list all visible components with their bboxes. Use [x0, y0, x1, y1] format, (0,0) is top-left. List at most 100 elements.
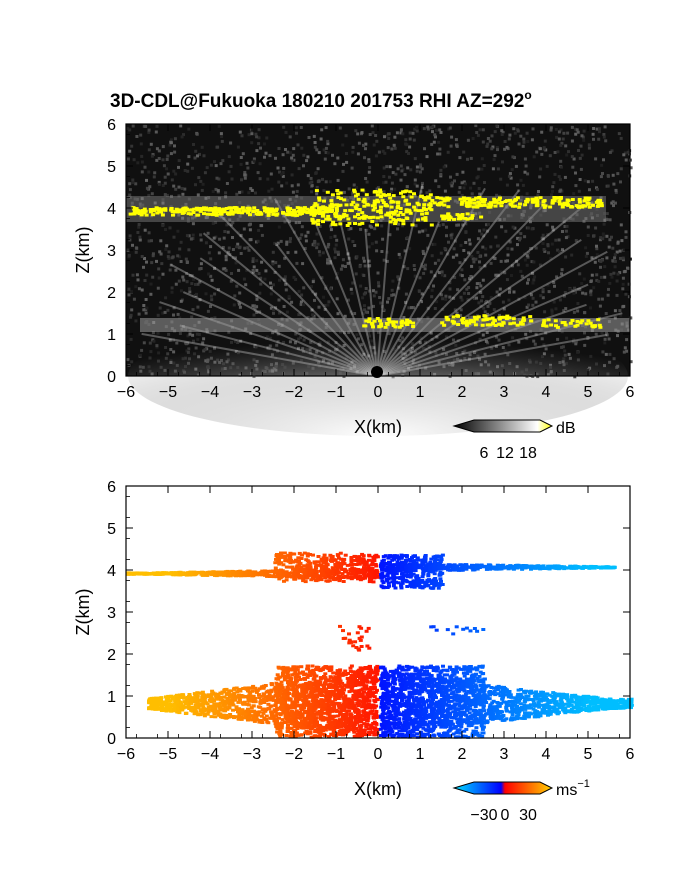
noise-pixel: [476, 133, 480, 137]
velocity-pixel: [318, 575, 323, 579]
velocity-pixel: [306, 574, 311, 578]
noise-pixel: [475, 296, 478, 300]
noise-pixel: [530, 217, 534, 221]
noise-pixel: [498, 287, 502, 291]
noise-pixel: [306, 230, 310, 234]
noise-pixel: [191, 216, 194, 220]
noise-pixel: [252, 313, 256, 317]
high-reflectivity-pixel: [321, 220, 325, 224]
high-reflectivity-pixel: [577, 200, 582, 204]
noise-pixel: [530, 227, 534, 231]
noise-pixel: [478, 255, 482, 258]
noise-pixel: [158, 250, 162, 254]
noise-pixel: [350, 205, 354, 209]
noise-pixel: [242, 277, 246, 281]
noise-pixel: [526, 281, 529, 285]
noise-pixel: [578, 287, 582, 291]
noise-pixel: [513, 226, 517, 230]
high-reflectivity-pixel: [268, 210, 273, 213]
noise-pixel: [257, 142, 261, 146]
noise-pixel: [459, 273, 462, 277]
velocity-pixel: [299, 568, 304, 572]
noise-pixel: [255, 259, 259, 263]
noise-pixel: [245, 268, 249, 272]
beam-ray: [335, 203, 378, 377]
noise-pixel: [214, 164, 218, 168]
noise-pixel: [271, 250, 275, 254]
noise-pixel: [207, 196, 211, 200]
noise-pixel: [576, 288, 580, 291]
high-reflectivity-pixel: [517, 205, 522, 209]
noise-pixel: [135, 197, 139, 201]
noise-pixel: [619, 136, 623, 140]
noise-pixel: [190, 166, 194, 170]
noise-pixel: [313, 243, 317, 247]
noise-pixel: [516, 236, 520, 240]
velocity-pixel: [414, 575, 419, 579]
noise-pixel: [410, 306, 413, 310]
velocity-pixel: [305, 552, 310, 556]
high-reflectivity-pixel: [345, 224, 350, 227]
high-reflectivity-pixel: [204, 208, 209, 212]
noise-pixel: [191, 222, 195, 226]
noise-pixel: [147, 193, 151, 197]
noise-pixel: [469, 275, 473, 279]
noise-pixel: [475, 282, 479, 286]
noise-pixel: [597, 280, 601, 283]
noise-pixel: [413, 157, 417, 161]
velocity-pixel: [301, 683, 306, 687]
velocity-pixel: [184, 571, 189, 575]
noise-pixel: [546, 283, 550, 287]
velocity-pixel: [388, 571, 393, 575]
noise-pixel: [540, 130, 544, 134]
noise-pixel: [422, 271, 426, 275]
noise-pixel: [278, 200, 282, 204]
velocity-pixels: [126, 551, 634, 739]
high-reflectivity-pixel: [171, 213, 175, 217]
high-reflectivity-pixel: [559, 196, 563, 199]
noise-pixel: [150, 192, 154, 196]
noise-pixel: [463, 258, 467, 262]
velocity-pixel: [380, 559, 385, 563]
velocity-pixel: [434, 562, 439, 565]
noise-pixel: [345, 198, 349, 202]
high-reflectivity-pixel: [370, 220, 375, 223]
noise-pixel: [589, 293, 593, 297]
velocity-pixel: [259, 714, 264, 718]
noise-pixel: [468, 277, 472, 281]
high-reflectivity-pixel: [525, 198, 530, 202]
noise-pixel: [128, 193, 132, 197]
noise-pixel: [240, 178, 243, 182]
high-reflectivity-pixel: [515, 323, 520, 327]
noise-pixel: [489, 245, 493, 249]
noise-pixel: [603, 218, 607, 222]
velocity-pixel: [423, 556, 428, 560]
velocity-pixel: [488, 567, 493, 571]
noise-pixel: [396, 227, 399, 231]
noise-pixel: [511, 225, 515, 229]
noise-pixel: [558, 189, 562, 193]
high-reflectivity-pixel: [324, 217, 329, 221]
noise-pixel: [272, 308, 276, 312]
noise-pixel: [420, 185, 424, 189]
high-reflectivity-pixel: [375, 317, 380, 320]
high-reflectivity-pixel: [322, 199, 326, 203]
noise-pixel: [455, 253, 459, 257]
high-reflectivity-pixel: [401, 195, 406, 199]
noise-pixel: [586, 225, 590, 229]
noise-pixel: [145, 273, 149, 277]
noise-pixel: [280, 172, 284, 176]
noise-pixel: [486, 137, 490, 140]
noise-pixel: [259, 276, 263, 280]
noise-pixel: [529, 206, 533, 210]
noise-pixel: [595, 253, 599, 257]
velocity-pixel: [418, 585, 423, 589]
noise-pixel: [258, 310, 262, 314]
velocity-pixel: [382, 568, 387, 572]
high-reflectivity-pixel: [338, 191, 343, 195]
velocity-pixel: [391, 584, 396, 588]
high-reflectivity-pixel: [584, 322, 589, 326]
noise-pixel: [495, 290, 499, 294]
high-reflectivity-pixel: [477, 201, 482, 205]
